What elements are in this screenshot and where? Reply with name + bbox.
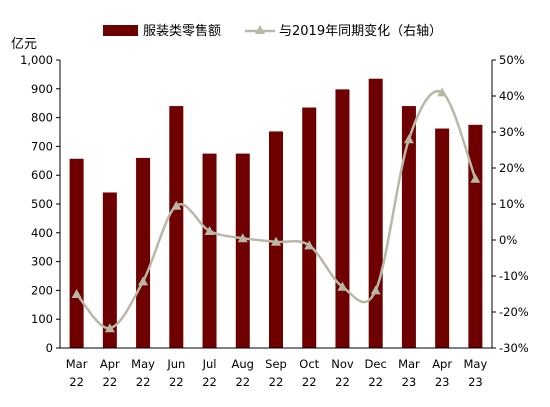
bar [102, 192, 117, 348]
legend-line-marker [255, 25, 265, 34]
x-tick-label-month: Apr [432, 357, 452, 371]
x-tick-label-year: 23 [468, 375, 483, 389]
x-tick-label-year: 22 [69, 375, 84, 389]
bar [335, 89, 350, 348]
x-tick-label-year: 23 [435, 375, 450, 389]
left-tick-label: 300 [31, 255, 53, 269]
x-tick-label-year: 23 [402, 375, 417, 389]
right-tick-label: 30% [499, 125, 525, 139]
legend-bar-swatch [103, 25, 138, 36]
line-marker [470, 173, 481, 183]
line-marker [403, 134, 414, 144]
bar [136, 157, 151, 348]
line-marker [271, 236, 281, 246]
x-tick-label-month: Jul [202, 357, 217, 371]
left-axis: 0 100 200 300 400 500 600 700 800 900 1,000 [20, 53, 61, 355]
bar [435, 128, 450, 348]
right-tick-label: 40% [499, 89, 525, 103]
left-tick-label: 400 [31, 226, 53, 240]
x-tick-label-year: 22 [202, 375, 217, 389]
bar [302, 107, 317, 349]
line-series [71, 87, 481, 333]
legend: 服装类零售额 与2019年同期变化（右轴） [103, 23, 442, 39]
x-tick-label-month: Aug [232, 357, 254, 371]
bar [235, 153, 250, 348]
line-path [75, 89, 477, 330]
line-marker [304, 240, 315, 250]
line-marker [171, 200, 182, 210]
left-tick-label: 0 [46, 341, 53, 355]
right-tick-label: -20% [499, 305, 529, 319]
legend-bar-label: 服装类零售额 [143, 23, 221, 39]
x-axis: Mar 22 Apr 22 May 22 Jun 22 Jul 22 Aug 22 Sep 22 Oct 22… [60, 347, 492, 389]
bar [401, 106, 416, 348]
line-marker [437, 87, 448, 97]
left-tick-label: 900 [31, 82, 53, 96]
left-tick-label: 100 [31, 312, 53, 326]
line-marker [337, 281, 348, 291]
x-tick-label-month: Nov [331, 357, 354, 371]
left-tick-label: 200 [31, 283, 53, 297]
x-tick-label-month: Dec [365, 357, 387, 371]
bar [69, 158, 84, 348]
x-tick-label-month: May [463, 357, 487, 371]
x-tick-label-year: 22 [335, 375, 350, 389]
x-tick-label-month: Apr [100, 357, 120, 371]
left-tick-label: 500 [31, 197, 53, 211]
left-tick-label: 800 [31, 111, 53, 125]
x-tick-label-year: 22 [169, 375, 184, 389]
right-tick-label: 10% [499, 197, 525, 211]
x-tick-label-year: 22 [368, 375, 383, 389]
x-tick-label-year: 22 [302, 375, 317, 389]
x-tick-label-month: Mar [66, 357, 88, 371]
x-tick-label-year: 22 [103, 375, 118, 389]
x-tick-label-year: 22 [269, 375, 284, 389]
x-tick-label-month: Jun [166, 357, 185, 371]
x-tick-label-month: May [131, 357, 155, 371]
line-marker [71, 289, 82, 298]
right-tick-label: -10% [499, 269, 529, 283]
line-marker [204, 226, 215, 235]
x-tick-label-year: 22 [235, 375, 250, 389]
left-tick-label: 600 [31, 168, 53, 182]
x-tick-label-month: Oct [299, 357, 319, 371]
bar-series [69, 78, 483, 349]
bar [468, 124, 483, 348]
right-tick-label: -30% [499, 341, 529, 355]
legend-line-label: 与2019年同期变化（右轴） [279, 23, 442, 39]
bar [202, 153, 217, 348]
line-marker [237, 233, 248, 243]
left-axis-unit-label: 亿元 [11, 37, 37, 52]
left-tick-label: 1,000 [20, 53, 53, 67]
right-tick-label: 20% [499, 161, 525, 175]
bar [169, 106, 184, 348]
right-tick-label: 0% [499, 233, 517, 247]
x-tick-label-year: 22 [136, 375, 151, 389]
x-tick-label-month: Mar [398, 357, 420, 371]
right-axis: -30% -20% -10% 0% 10% 20% 30% 40% 50% [491, 53, 529, 355]
x-tick-label-month: Sep [265, 357, 287, 371]
line-marker [138, 276, 149, 286]
right-tick-label: 50% [499, 53, 525, 67]
line-marker [370, 285, 381, 295]
left-tick-label: 700 [31, 139, 53, 153]
line-marker [104, 323, 115, 333]
bar [368, 78, 383, 348]
